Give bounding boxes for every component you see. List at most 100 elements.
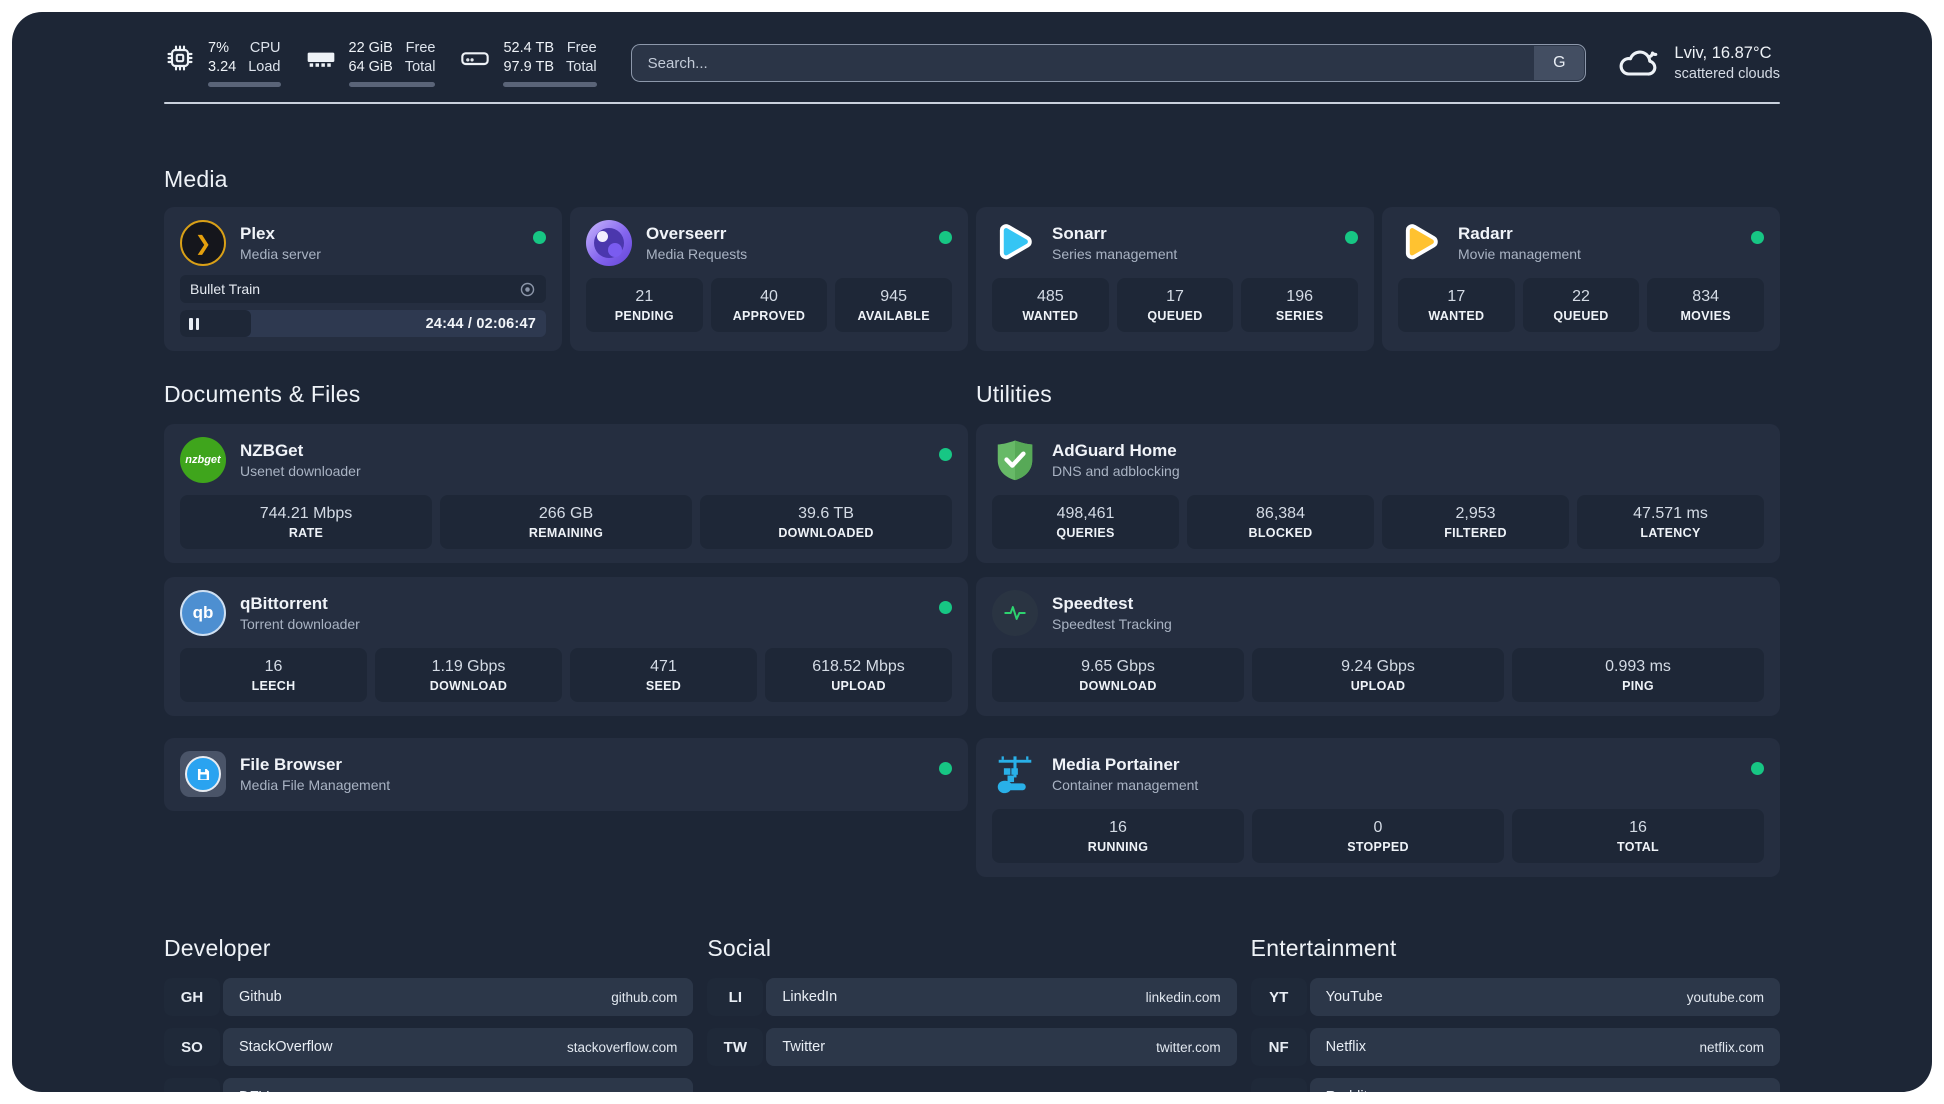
bookmark-name: DEV: [239, 1089, 269, 1092]
stat-value: 16: [264, 657, 283, 675]
search-input[interactable]: [630, 44, 1587, 82]
bookmark-youtube[interactable]: YT YouTube youtube.com: [1250, 978, 1780, 1016]
status-online-dot: [939, 601, 952, 614]
section-title-documents: Documents & Files: [164, 381, 361, 407]
ram-free: 22 GiB: [348, 40, 393, 57]
app-desc: Torrent downloader: [240, 615, 360, 632]
stat-box: 618.52 Mbps UPLOAD: [765, 648, 952, 702]
bookmark-abbr: TW: [707, 1028, 764, 1066]
app-name: File Browser: [240, 754, 343, 774]
search-bar: G: [630, 44, 1587, 82]
stat-value: 196: [1286, 287, 1313, 305]
stat-value: 21: [635, 287, 654, 305]
app-name: Overseerr: [646, 223, 727, 243]
sonarr-icon: [992, 220, 1038, 266]
status-online-dot: [939, 448, 952, 461]
stat-label: LEECH: [251, 678, 296, 693]
ram-icon: [305, 42, 337, 74]
bookmark-url: dev.to: [642, 1090, 678, 1093]
bookmark-reddit[interactable]: RE Reddit reddit.com: [1250, 1078, 1780, 1092]
stat-value: 471: [650, 657, 677, 675]
stat-label: RATE: [288, 525, 324, 540]
stat-box: 471 SEED: [570, 648, 757, 702]
stat-value: 16: [1629, 818, 1647, 836]
status-online-dot: [939, 762, 952, 775]
bookmark-twitter[interactable]: TW Twitter twitter.com: [707, 1028, 1237, 1066]
app-card-adguard[interactable]: AdGuard Home DNS and adblocking 498,461 …: [976, 424, 1780, 563]
stat-box: 744.21 Mbps RATE: [180, 495, 432, 549]
disk-progress-track: [503, 81, 597, 87]
app-desc: Container management: [1052, 776, 1199, 793]
app-desc: Usenet downloader: [240, 462, 361, 479]
app-card-overseerr[interactable]: Overseerr Media Requests 21 PENDING 40 A…: [570, 207, 968, 351]
stat-box: 485 WANTED: [992, 278, 1109, 332]
pause-icon: [189, 317, 199, 330]
bookmark-url: linkedin.com: [1145, 989, 1221, 1005]
status-online-dot: [939, 231, 952, 244]
stat-value: 485: [1036, 287, 1064, 305]
search-engine-button[interactable]: G: [1534, 46, 1585, 80]
stat-box: 945 AVAILABLE: [835, 278, 952, 332]
bookmark-abbr: RE: [1250, 1078, 1307, 1092]
section-title-utilities: Utilities: [976, 381, 1052, 407]
cpu-label-top: CPU: [249, 40, 281, 57]
app-card-speedtest[interactable]: Speedtest Speedtest Tracking 9.65 Gbps D…: [976, 577, 1780, 716]
app-desc: Media server: [240, 245, 321, 262]
stat-value: 16: [1109, 818, 1127, 836]
bookmark-name: Github: [239, 989, 282, 1005]
nzbget-icon: nzbget: [180, 437, 226, 483]
bookmark-stackoverflow[interactable]: SO StackOverflow stackoverflow.com: [164, 1028, 694, 1066]
app-card-sonarr[interactable]: Sonarr Series management 485 WANTED 17 Q…: [976, 207, 1374, 351]
bookmark-name: Twitter: [782, 1039, 826, 1055]
adguard-icon: [992, 437, 1038, 483]
playback-time: 24:44 / 02:06:47: [425, 315, 536, 332]
stat-value: 40: [760, 287, 778, 305]
system-stats: 7% 3.24 CPU Load: [164, 39, 597, 87]
bookmark-url: stackoverflow.com: [567, 1039, 678, 1055]
stat-box: 196 SERIES: [1241, 278, 1358, 332]
app-name: Radarr: [1458, 223, 1513, 243]
playback-progress-fill: [180, 310, 252, 337]
bookmark-netflix[interactable]: NF Netflix netflix.com: [1250, 1028, 1780, 1066]
bookmark-dev[interactable]: DT DEV dev.to: [164, 1078, 694, 1093]
stat-value: 2,953: [1455, 504, 1496, 522]
stat-value: 0.993 ms: [1605, 657, 1671, 675]
stat-label: WANTED: [1022, 308, 1079, 323]
weather-widget[interactable]: Lviv, 16.87°C scattered clouds: [1616, 41, 1780, 85]
stat-value: 618.52 Mbps: [812, 657, 905, 675]
disk-label-top: Free: [566, 40, 597, 57]
header-divider: [164, 102, 1780, 104]
app-desc: Media File Management: [240, 776, 391, 793]
app-card-filebrowser[interactable]: File Browser Media File Management: [164, 738, 968, 811]
app-card-radarr[interactable]: Radarr Movie management 17 WANTED 22 QUE…: [1382, 207, 1780, 351]
stat-box: 17 WANTED: [1398, 278, 1515, 332]
stat-value: 39.6 TB: [798, 504, 854, 522]
dashboard-window: 7% 3.24 CPU Load: [12, 12, 1932, 1092]
app-card-nzbget[interactable]: nzbget NZBGet Usenet downloader 744.21 M…: [164, 424, 968, 563]
now-playing-title: Bullet Train: [190, 281, 261, 297]
stat-label: REMAINING: [528, 525, 604, 540]
bookmark-abbr: SO: [164, 1028, 220, 1066]
bookmark-github[interactable]: GH Github github.com: [164, 978, 694, 1016]
stat-value: 266 GB: [538, 504, 594, 522]
app-desc: DNS and adblocking: [1052, 462, 1180, 479]
app-card-qbittorrent[interactable]: qb qBittorrent Torrent downloader 16 LEE…: [164, 577, 968, 716]
stat-label: FILTERED: [1444, 525, 1507, 540]
stat-label: QUEUED: [1553, 308, 1609, 323]
ram-label-bottom: Total: [404, 59, 436, 75]
app-card-portainer[interactable]: Media Portainer Container management 16 …: [976, 738, 1780, 877]
disk-free: 52.4 TB: [503, 40, 555, 57]
stat-value: 86,384: [1256, 504, 1305, 522]
stat-box: 47.571 ms LATENCY: [1577, 495, 1764, 549]
bookmark-url: netflix.com: [1699, 1039, 1764, 1055]
stat-label: APPROVED: [732, 308, 806, 323]
portainer-icon: [992, 751, 1038, 797]
stat-box: 498,461 QUERIES: [992, 495, 1179, 549]
disk-total: 97.9 TB: [503, 59, 555, 75]
app-desc: Movie management: [1458, 245, 1581, 262]
session-target-icon[interactable]: [519, 281, 536, 298]
app-card-plex[interactable]: ❯ Plex Media server Bullet Train: [164, 207, 562, 351]
stat-box: 39.6 TB DOWNLOADED: [700, 495, 952, 549]
bookmark-linkedin[interactable]: LI LinkedIn linkedin.com: [707, 978, 1237, 1016]
status-online-dot: [1751, 231, 1764, 244]
